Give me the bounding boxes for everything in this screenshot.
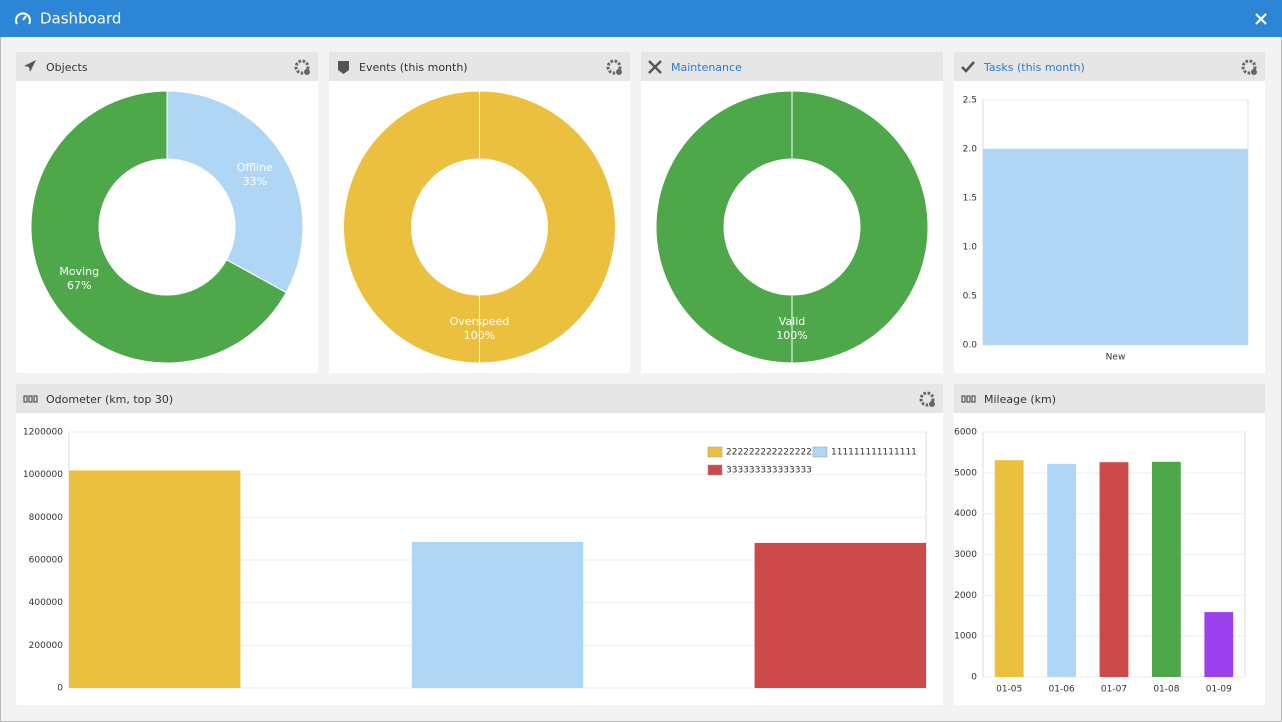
x-tick-label: 01-09: [1206, 685, 1232, 695]
y-tick-label: 1000000: [23, 470, 63, 480]
y-tick-label: 200000: [29, 641, 64, 651]
y-tick-label: 2000: [954, 591, 977, 601]
legend-label: 111111111111111: [831, 448, 917, 458]
bar: [1047, 463, 1077, 677]
slice-value: 100%: [776, 329, 807, 342]
bar: [983, 149, 1248, 345]
legend-label: 333333333333333: [726, 466, 812, 476]
bar: [1204, 612, 1234, 677]
slice-label: Moving: [59, 265, 99, 278]
slice-value: 100%: [464, 329, 495, 342]
panel-title: Events (this month): [359, 61, 468, 74]
icon-shape: [961, 395, 966, 403]
panel-header: [329, 52, 630, 81]
pie-slice: [30, 90, 287, 364]
gear-small: [304, 69, 310, 75]
panel-icon: [961, 61, 975, 73]
slice-label: Valid: [779, 315, 806, 328]
panel-title: Mileage (km): [984, 393, 1056, 406]
y-tick-label: 5000: [954, 468, 977, 478]
legend-label: 222222222222222: [726, 448, 812, 458]
panel-title: Odometer (km, top 30): [46, 393, 173, 406]
pie-slice: [655, 90, 929, 364]
bar: [754, 542, 926, 688]
y-tick-label: 3000: [954, 550, 977, 560]
gear: [919, 391, 935, 407]
icon-shape: [971, 395, 976, 403]
gear: [294, 59, 310, 75]
dashboard-icon: [15, 12, 31, 25]
icon-shape: [28, 395, 33, 403]
legend-swatch: [812, 446, 828, 458]
y-tick-label: 2.0: [963, 145, 978, 155]
y-tick-label: 1200000: [23, 428, 63, 438]
window-title: Dashboard: [40, 10, 121, 28]
panel-header: [16, 384, 943, 413]
gear-small: [1251, 69, 1257, 75]
y-tick-label: 6000: [954, 428, 977, 438]
settings-button[interactable]: [294, 59, 310, 75]
panel-icon: [24, 60, 36, 72]
settings-button[interactable]: [1241, 59, 1257, 75]
slice-value: 33%: [243, 175, 267, 188]
settings-button[interactable]: [606, 59, 622, 75]
panel-title[interactable]: Maintenance: [671, 61, 742, 74]
y-tick-label: 0: [57, 684, 63, 694]
slice-label: Offline: [237, 161, 273, 174]
y-tick-label: 1.0: [963, 243, 978, 253]
slice-value: 67%: [67, 279, 91, 292]
y-tick-label: 0.5: [963, 292, 977, 302]
icon-shape: [338, 61, 349, 74]
panel-header: [954, 384, 1265, 413]
y-tick-label: 800000: [29, 513, 64, 523]
close-button[interactable]: [1255, 13, 1267, 25]
panel-header: [641, 52, 943, 81]
gear-small: [929, 401, 935, 407]
bar: [69, 470, 241, 688]
pie-slice: [343, 90, 616, 364]
bar: [411, 541, 584, 688]
panel-icon: [338, 61, 349, 74]
x-tick-label: 01-05: [996, 685, 1022, 695]
panel-icon: [23, 395, 38, 403]
panel-header: [16, 52, 318, 81]
icon-shape: [33, 395, 38, 403]
title-bar: [0, 0, 1282, 37]
y-tick-label: 400000: [29, 598, 64, 608]
icon-shape: [23, 395, 28, 403]
gear: [606, 59, 622, 75]
x-tick-label: 01-06: [1049, 685, 1075, 695]
panel-title: Objects: [46, 61, 88, 74]
y-tick-label: 1.5: [963, 194, 977, 204]
slice-label: Overspeed: [450, 315, 510, 328]
icon-shape: [648, 60, 662, 74]
gear-small: [616, 69, 622, 75]
icon-shape: [24, 60, 36, 72]
y-tick-label: 600000: [29, 556, 64, 566]
settings-button[interactable]: [919, 391, 935, 407]
gear: [1241, 59, 1257, 75]
pie-slice: [166, 90, 304, 294]
x-tick-label: New: [1106, 353, 1126, 363]
legend-swatch: [707, 446, 723, 458]
icon-shape: [966, 395, 971, 403]
y-tick-label: 2.5: [963, 96, 977, 106]
y-tick-label: 1000: [954, 632, 977, 642]
icon-shape: [961, 61, 975, 73]
panel-title[interactable]: Tasks (this month): [983, 61, 1085, 74]
bar: [1151, 461, 1181, 677]
y-tick-label: 0: [971, 673, 977, 683]
y-tick-label: 0.0: [963, 341, 978, 351]
panel-icon: [648, 60, 662, 74]
panel-header: [954, 52, 1265, 81]
legend-swatch: [707, 464, 723, 476]
x-tick-label: 01-07: [1101, 685, 1127, 695]
x-tick-label: 01-08: [1153, 685, 1179, 695]
y-tick-label: 4000: [954, 509, 977, 519]
bar: [1099, 462, 1129, 677]
bar: [994, 460, 1024, 677]
panel-icon: [961, 395, 976, 403]
